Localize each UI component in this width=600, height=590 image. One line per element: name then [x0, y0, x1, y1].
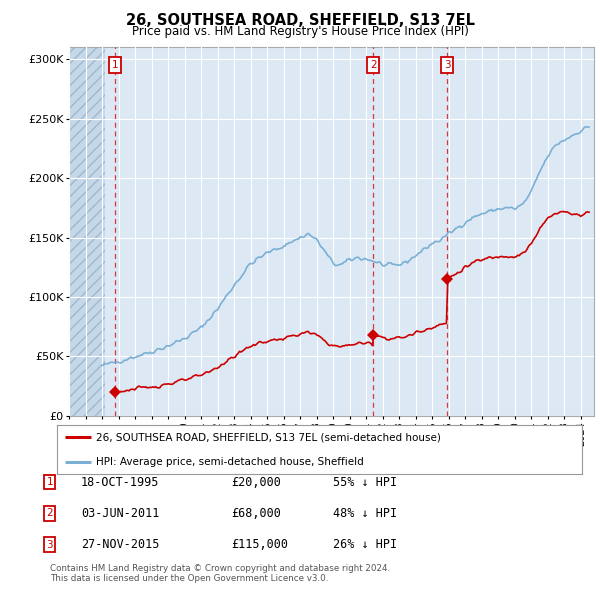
Text: 26, SOUTHSEA ROAD, SHEFFIELD, S13 7EL: 26, SOUTHSEA ROAD, SHEFFIELD, S13 7EL: [125, 13, 475, 28]
Text: 2: 2: [370, 60, 376, 70]
Text: HPI: Average price, semi-detached house, Sheffield: HPI: Average price, semi-detached house,…: [97, 457, 364, 467]
Text: 18-OCT-1995: 18-OCT-1995: [81, 476, 160, 489]
Text: 26, SOUTHSEA ROAD, SHEFFIELD, S13 7EL (semi-detached house): 26, SOUTHSEA ROAD, SHEFFIELD, S13 7EL (s…: [97, 432, 441, 442]
Text: 3: 3: [46, 540, 53, 549]
Text: Price paid vs. HM Land Registry's House Price Index (HPI): Price paid vs. HM Land Registry's House …: [131, 25, 469, 38]
Text: 55% ↓ HPI: 55% ↓ HPI: [333, 476, 397, 489]
Text: Contains HM Land Registry data © Crown copyright and database right 2024.
This d: Contains HM Land Registry data © Crown c…: [50, 563, 390, 583]
Text: 27-NOV-2015: 27-NOV-2015: [81, 538, 160, 551]
Text: £68,000: £68,000: [231, 507, 281, 520]
Text: 26% ↓ HPI: 26% ↓ HPI: [333, 538, 397, 551]
Text: £115,000: £115,000: [231, 538, 288, 551]
Text: 1: 1: [112, 60, 118, 70]
Text: 1: 1: [46, 477, 53, 487]
Text: £20,000: £20,000: [231, 476, 281, 489]
Text: 03-JUN-2011: 03-JUN-2011: [81, 507, 160, 520]
Text: 3: 3: [444, 60, 451, 70]
Text: 2: 2: [46, 509, 53, 518]
Text: 48% ↓ HPI: 48% ↓ HPI: [333, 507, 397, 520]
